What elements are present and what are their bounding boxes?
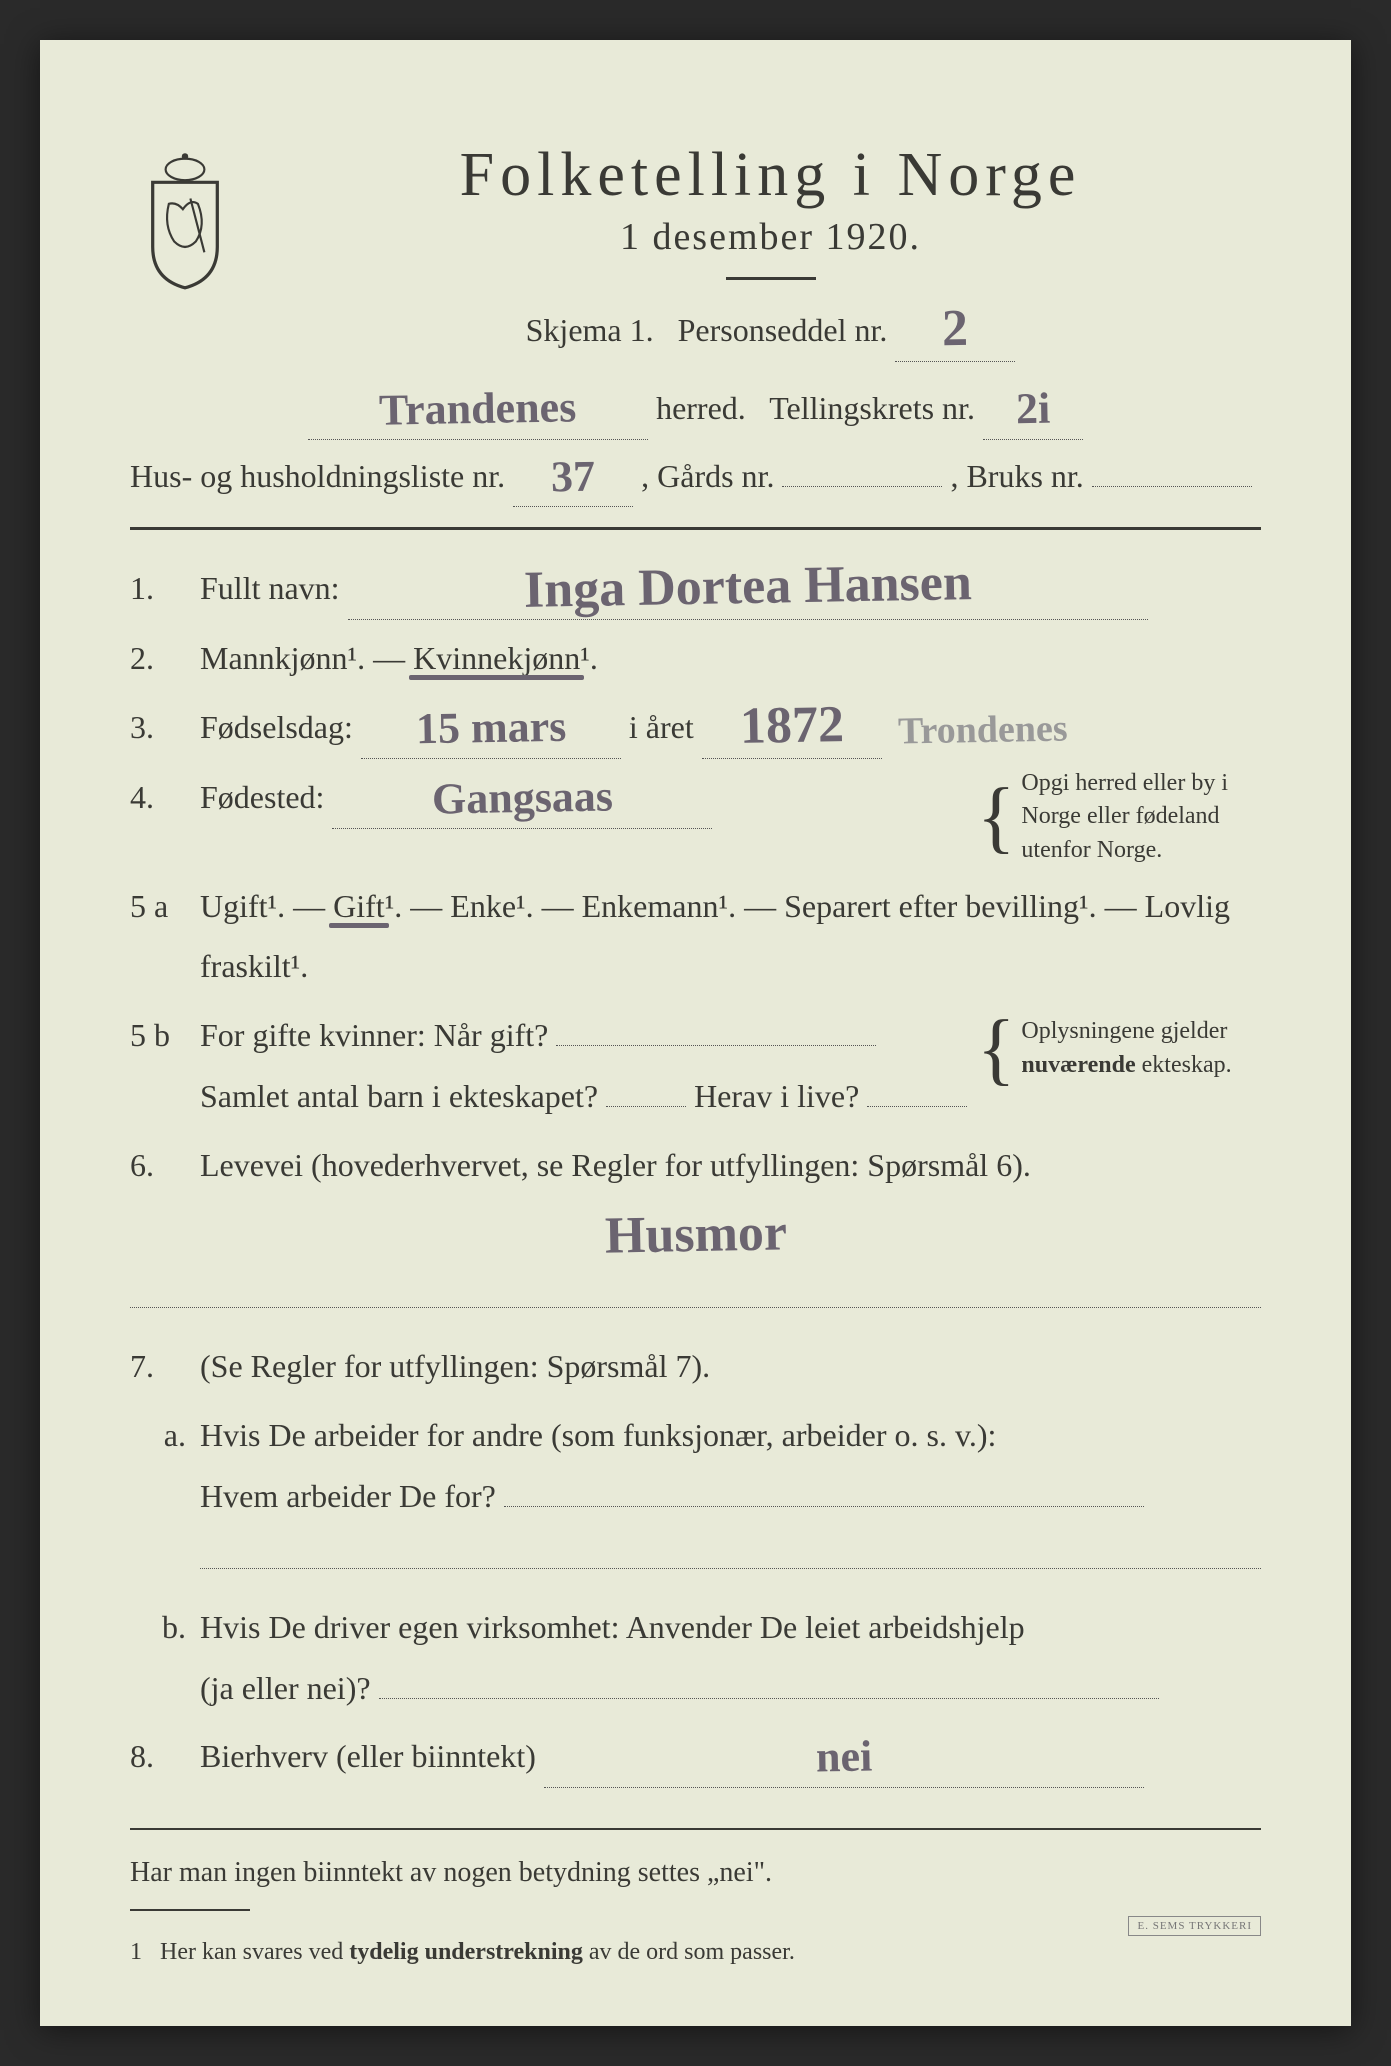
title-rule <box>726 277 816 280</box>
personseddel-label: Personseddel nr. <box>678 312 888 348</box>
coat-of-arms-icon <box>130 150 240 290</box>
tellingskrets-nr: 2i <box>1015 389 1050 429</box>
footnote: 1 Her kan svares ved tydelig understrekn… <box>130 1939 1261 1966</box>
q6-num: 6. <box>130 1135 200 1196</box>
census-form-page: Folketelling i Norge 1 desember 1920. Sk… <box>40 40 1351 2026</box>
q4-note-block: { Opgi herred eller by i Norge eller fød… <box>971 767 1261 868</box>
q7a-extra-line <box>200 1535 1261 1569</box>
q3-num: 3. <box>130 697 200 759</box>
q1-value: Inga Dortea Hansen <box>523 560 972 615</box>
q7: 7. (Se Regler for utfyllingen: Spørsmål … <box>130 1336 1261 1397</box>
q7b-value <box>379 1698 1159 1699</box>
q3: 3. Fødselsdag: 15 mars i året 1872 Trond… <box>130 697 1261 759</box>
q7a-value <box>504 1506 1144 1507</box>
q5a-selected: Gift <box>333 888 385 924</box>
q7a-num: a. <box>130 1405 200 1569</box>
footer-note: Har man ingen biinntekt av nogen betydni… <box>130 1846 1261 1899</box>
main-title: Folketelling i Norge <box>280 140 1261 211</box>
q3-mid: i året <box>629 709 702 745</box>
brace-icon-2: { <box>977 1017 1015 1081</box>
q1-num: 1. <box>130 558 200 620</box>
q5a: 5 a Ugift¹. — Gift¹. — Enke¹. — Enkemann… <box>130 876 1261 998</box>
q2-selected: Kvinnekjønn <box>413 640 580 676</box>
q7-num: 7. <box>130 1336 200 1397</box>
divider-bottom <box>130 1828 1261 1830</box>
q2-num: 2. <box>130 628 200 689</box>
herred-label: herred. <box>656 390 746 426</box>
skjema-line: Skjema 1. Personseddel nr. 2 <box>280 300 1261 362</box>
husliste-nr: 37 <box>551 456 596 496</box>
q5b: 5 b { Oplysningene gjelder nuværende ekt… <box>130 1005 1261 1127</box>
bruks-nr <box>1092 486 1252 487</box>
q7a-label: Hvis De arbeider for andre (som funksjon… <box>200 1405 1261 1466</box>
q7b: b. Hvis De driver egen virksomhet: Anven… <box>130 1597 1261 1719</box>
q8-num: 8. <box>130 1726 200 1788</box>
brace-icon: { <box>977 785 1015 849</box>
q4-value: Gangsaas <box>432 776 614 819</box>
q6-label: Levevei (hovederhvervet, se Regler for u… <box>200 1147 1031 1183</box>
q5b-l2-mid: Herav i live? <box>694 1078 859 1114</box>
gards-nr <box>782 486 942 487</box>
tellingskrets-label: Tellingskrets nr. <box>769 390 975 426</box>
q3-margin: Trondenes <box>897 712 1067 749</box>
herred-value: Trandenes <box>379 387 577 430</box>
q3-label: Fødselsdag: <box>200 709 353 745</box>
husliste-label: Hus- og husholdningsliste nr. <box>130 458 505 494</box>
q7-label: (Se Regler for utfyllingen: Spørsmål 7). <box>200 1348 710 1384</box>
q6-value: Husmor <box>604 1210 787 1260</box>
footnote-text: Her kan svares ved tydelig understreknin… <box>160 1939 795 1965</box>
q5b-l2-label: Samlet antal barn i ekteskapet? <box>200 1078 598 1114</box>
q5a-pre: Ugift¹. — <box>200 888 333 924</box>
q5b-l2-v1 <box>606 1106 686 1107</box>
q2-suffix: ¹. <box>580 640 598 676</box>
subtitle-date: 1 desember 1920. <box>280 215 1261 259</box>
q2: 2. Mannkjønn¹. — Kvinnekjønn¹. <box>130 628 1261 689</box>
q1: 1. Fullt navn: Inga Dortea Hansen <box>130 558 1261 620</box>
q3-day: 15 mars <box>415 707 566 749</box>
q5b-note: Oplysningene gjelder nuværende ekteskap. <box>1021 1015 1261 1082</box>
q4-note: Opgi herred eller by i Norge eller fødel… <box>1021 767 1261 868</box>
q5b-note-block: { Oplysningene gjelder nuværende ekteska… <box>971 1015 1261 1082</box>
gards-label: , Gårds nr. <box>641 458 774 494</box>
printer-stamp: E. SEMS TRYKKERI <box>1128 1916 1261 1936</box>
q4: 4. Fødested: Gangsaas { Opgi herred elle… <box>130 767 1261 868</box>
herred-line: Trandenes herred. Tellingskrets nr. 2i <box>130 378 1261 440</box>
q6-answer-line: Husmor <box>130 1208 1261 1255</box>
q7a-q: Hvem arbeider De for? <box>200 1478 496 1514</box>
q4-num: 4. <box>130 767 200 868</box>
q7a: a. Hvis De arbeider for andre (som funks… <box>130 1405 1261 1569</box>
personseddel-nr: 2 <box>942 306 969 353</box>
divider-top <box>130 527 1261 530</box>
q8-label: Bierhverv (eller biinntekt) <box>200 1738 536 1774</box>
q6-blank-line <box>130 1274 1261 1308</box>
q3-year: 1872 <box>739 702 844 751</box>
bruks-label: , Bruks nr. <box>950 458 1083 494</box>
q1-label: Fullt navn: <box>200 570 340 606</box>
q4-label: Fødested: <box>200 779 324 815</box>
q8: 8. Bierhverv (eller biinntekt) nei <box>130 1726 1261 1788</box>
q7b-num: b. <box>130 1597 200 1719</box>
q7b-label: Hvis De driver egen virksomhet: Anvender… <box>200 1597 1261 1658</box>
title-block: Folketelling i Norge 1 desember 1920. Sk… <box>280 140 1261 368</box>
husliste-line: Hus- og husholdningsliste nr. 37 , Gårds… <box>130 446 1261 508</box>
header: Folketelling i Norge 1 desember 1920. Sk… <box>130 140 1261 368</box>
skjema-label: Skjema 1. <box>526 312 654 348</box>
q5a-num: 5 a <box>130 876 200 998</box>
q6: 6. Levevei (hovederhvervet, se Regler fo… <box>130 1135 1261 1196</box>
footnote-num: 1 <box>130 1939 142 1965</box>
q2-pre: Mannkjønn¹. — <box>200 640 413 676</box>
q5b-l1-label: For gifte kvinner: Når gift? <box>200 1017 548 1053</box>
q5b-l1-value <box>556 1045 876 1046</box>
q5b-l2-v2 <box>867 1106 967 1107</box>
q8-value: nei <box>815 1737 872 1778</box>
q5b-num: 5 b <box>130 1005 200 1127</box>
footnote-rule <box>130 1909 250 1911</box>
q7b-q: (ja eller nei)? <box>200 1670 371 1706</box>
